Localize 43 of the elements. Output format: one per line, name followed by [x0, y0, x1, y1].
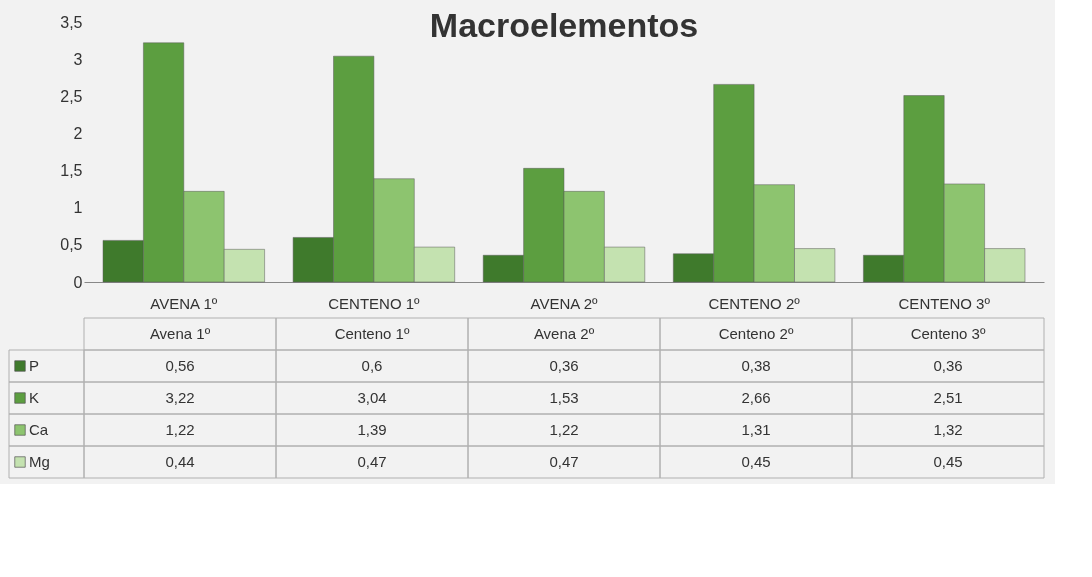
data-label: 1,22: [549, 421, 579, 438]
y-tick-label: 1: [73, 199, 83, 217]
data-label: 1,22: [165, 421, 195, 438]
data-label: 0,36: [933, 357, 963, 374]
legend-label: P: [29, 357, 40, 374]
data-label: 1,31: [741, 421, 771, 438]
data-label: 0,36: [549, 357, 579, 374]
legend-label: Mg: [29, 453, 50, 470]
y-tick-label: 0: [73, 273, 83, 291]
text: Centeno 2º: [718, 325, 794, 342]
legend-label: Ca: [29, 421, 49, 438]
data-label: 2,66: [741, 389, 771, 406]
data-label: 1,32: [933, 421, 963, 438]
data-label: 2,51: [933, 389, 963, 406]
data-label: 0,47: [549, 453, 579, 470]
data-label: 0,45: [933, 453, 963, 470]
legend-label: K: [29, 389, 40, 406]
data-label: 1,39: [357, 421, 387, 438]
x-tick-label: CENTENO 1º: [328, 294, 421, 312]
text: Avena 2º: [533, 325, 595, 342]
y-tick-label: 3,5: [60, 13, 83, 31]
x-tick-label: CENTENO 2º: [708, 294, 801, 312]
y-tick-label: 2,5: [60, 87, 83, 105]
data-label: 0,38: [741, 357, 771, 374]
x-tick-label: AVENA 2º: [530, 294, 598, 312]
y-tick-label: 3: [73, 50, 83, 68]
data-label: 0,6: [361, 357, 383, 374]
data-label: 0,44: [165, 453, 195, 470]
chart-title: Macroelementos: [429, 6, 699, 44]
data-label: 3,04: [357, 389, 387, 406]
text: Centeno 1º: [334, 325, 410, 342]
x-tick-label: AVENA 1º: [150, 294, 218, 312]
data-label: 0,45: [741, 453, 771, 470]
x-tick-label: CENTENO 3º: [898, 294, 991, 312]
y-tick-label: 2: [73, 124, 83, 142]
data-label: 3,22: [165, 389, 195, 406]
data-label: 1,53: [549, 389, 579, 406]
text: Avena 1º: [149, 325, 211, 342]
text: Centeno 3º: [910, 325, 986, 342]
data-label: 0,47: [357, 453, 387, 470]
data-label: 0,56: [165, 357, 195, 374]
y-tick-label: 1,5: [60, 162, 83, 180]
y-tick-label: 0,5: [60, 236, 83, 254]
